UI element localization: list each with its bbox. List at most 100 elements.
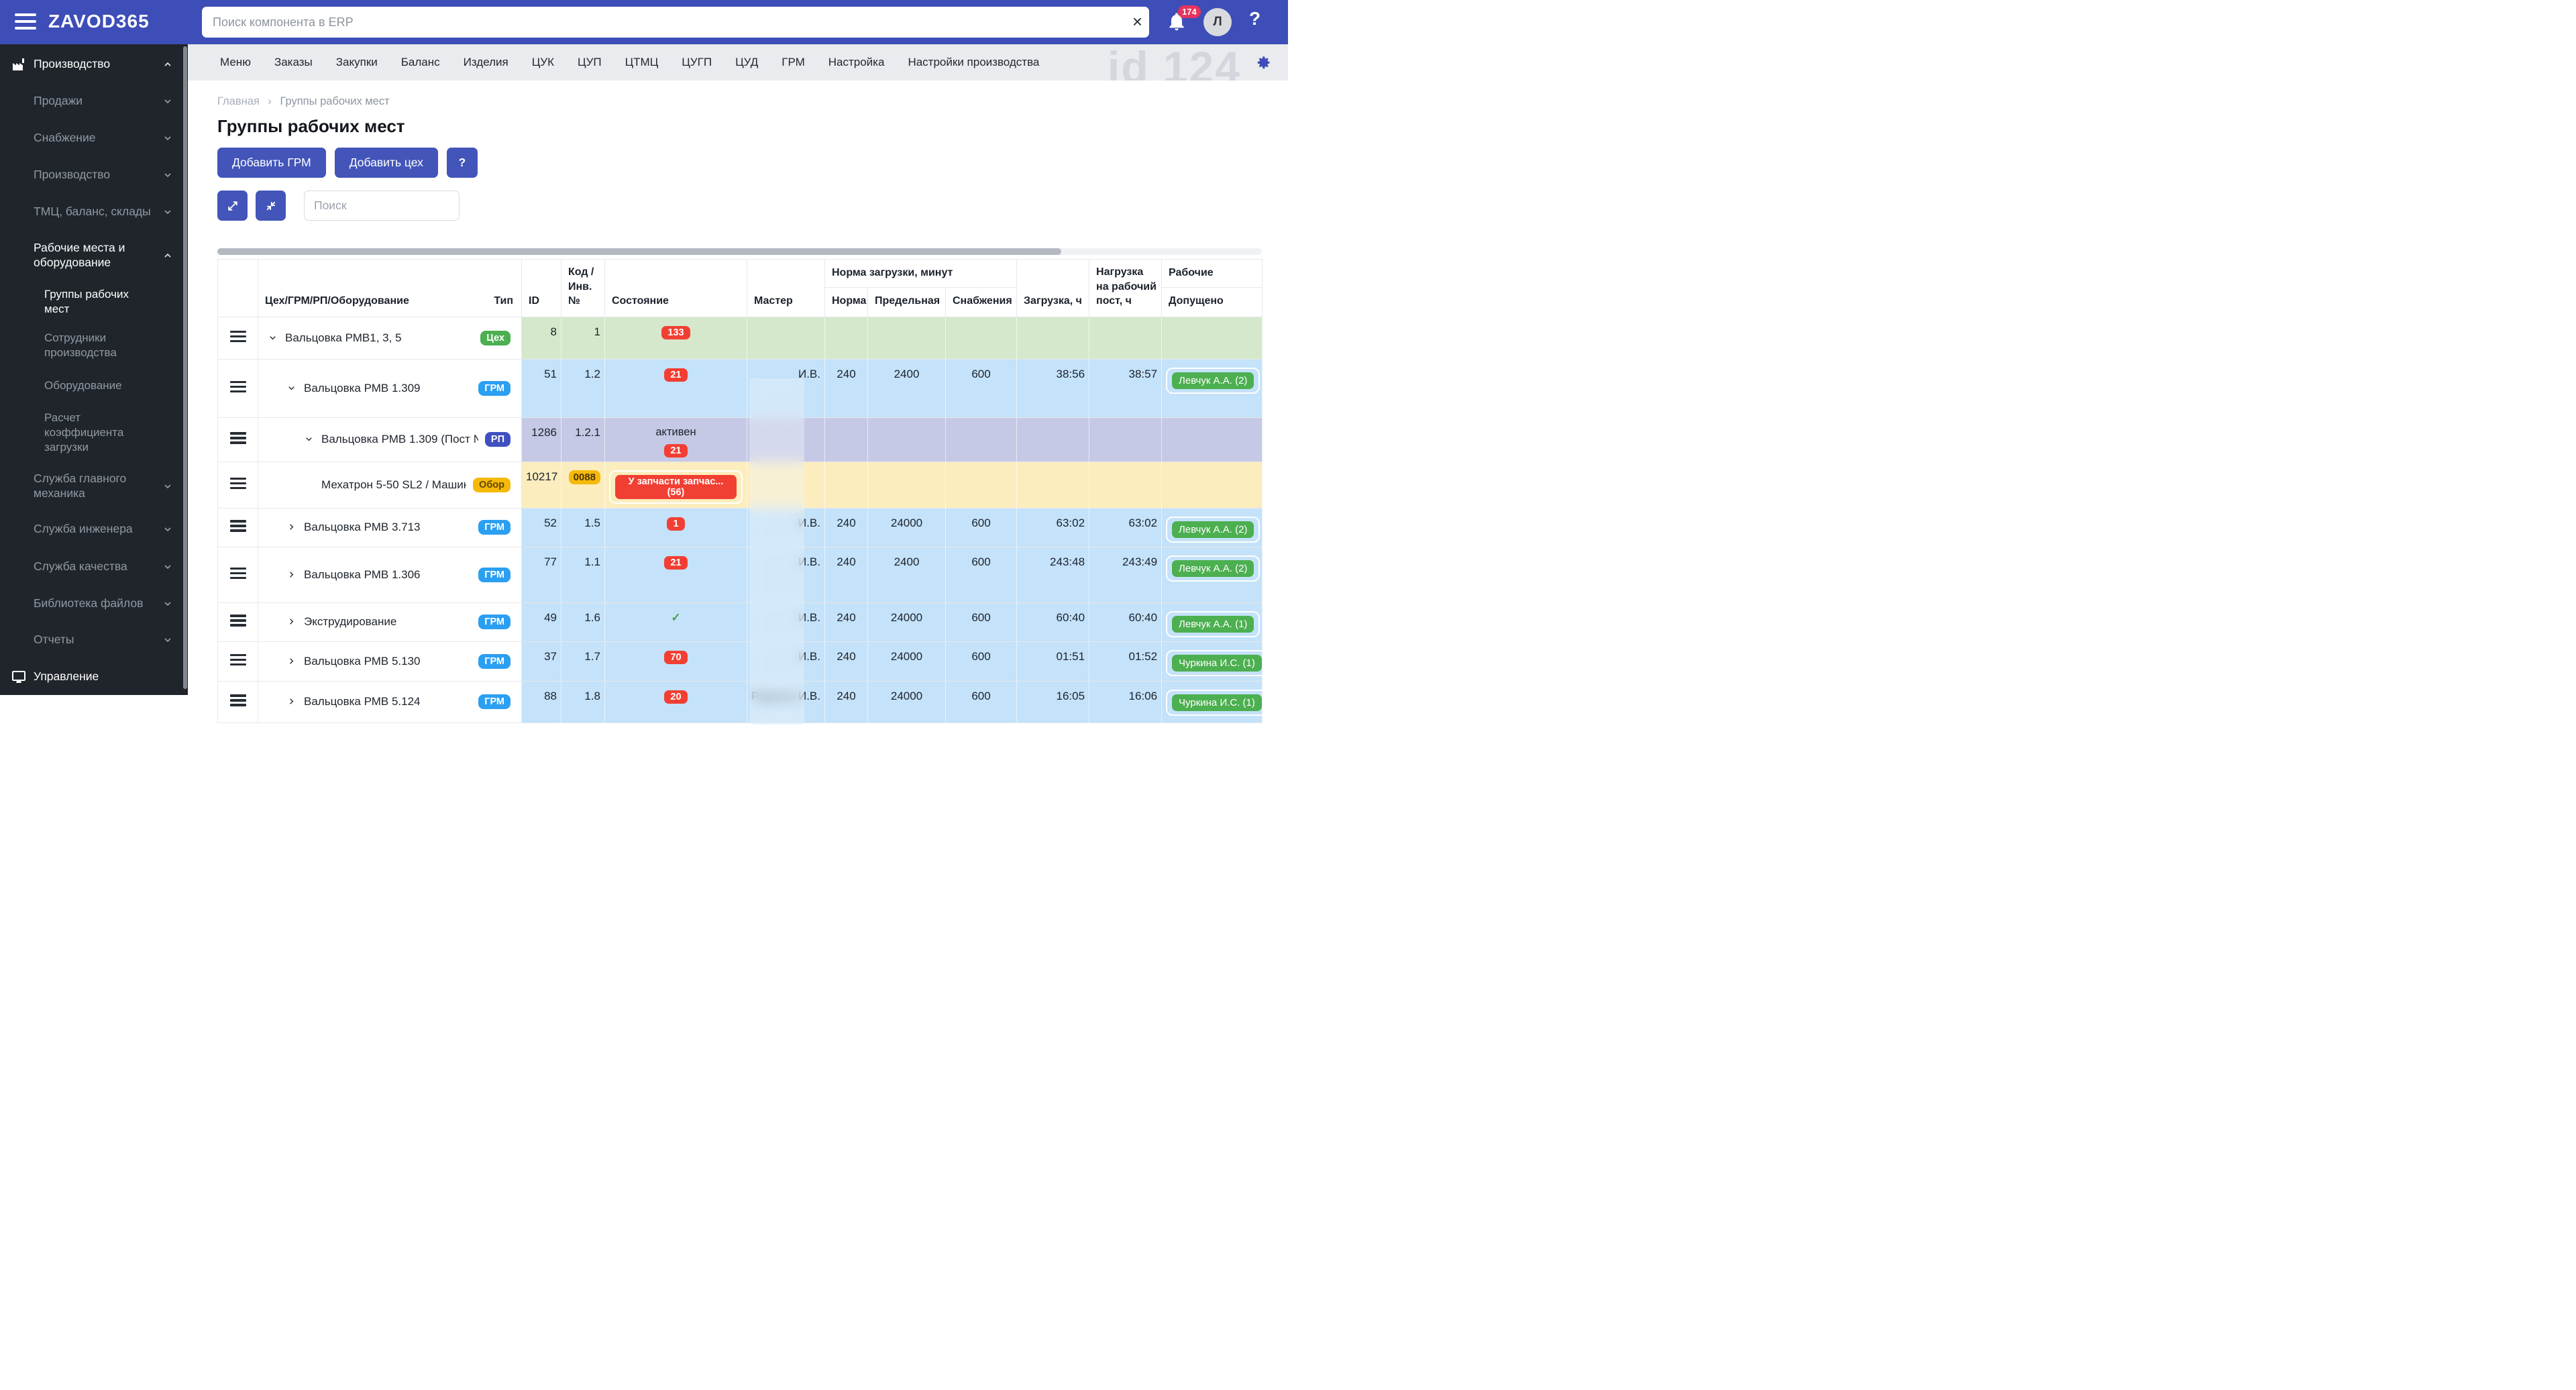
nav-item-grm[interactable]: ГРМ — [782, 56, 805, 68]
sidebar-item-proizvodstvo-root[interactable]: Производство — [0, 46, 188, 83]
sidebar-item-otchety[interactable]: Отчеты — [0, 622, 188, 658]
row-master: И.В. — [747, 507, 825, 547]
sidebar-item-proizvodstvo[interactable]: Производство — [0, 156, 188, 193]
sidebar-item-label: Служба инженера — [34, 522, 133, 536]
drag-handle-icon[interactable] — [229, 692, 246, 709]
nav-item-cuk[interactable]: ЦУК — [531, 56, 554, 68]
instance-watermark: id 124 — [1107, 44, 1241, 81]
chevron-down-icon — [162, 562, 173, 572]
col-header-handle — [217, 259, 258, 317]
row-limit: 2400 — [867, 546, 946, 603]
row-norm: 240 — [824, 680, 868, 723]
nav-item-menu[interactable]: Меню — [220, 56, 251, 68]
worker-badge: Чуркина И.С. (1) — [1172, 694, 1262, 711]
factory-icon — [11, 56, 27, 72]
nav-item-balans[interactable]: Баланс — [400, 56, 440, 68]
drag-handle-icon[interactable] — [229, 475, 246, 492]
chevron-down-icon[interactable] — [286, 383, 297, 394]
row-code: 1.5 — [561, 507, 605, 547]
row-norm: 240 — [824, 546, 868, 603]
chevron-right-icon[interactable] — [286, 617, 297, 627]
global-search-input[interactable] — [213, 7, 1112, 38]
help-button[interactable]: ? — [1249, 8, 1261, 29]
scrollbar-thumb[interactable] — [217, 248, 1061, 255]
sidebar-subitem-oborudovanie[interactable]: Оборудование — [0, 368, 188, 403]
nav-item-zakupki[interactable]: Закупки — [335, 56, 378, 68]
settings-gear-button[interactable] — [1253, 53, 1272, 72]
row-name: Мехатрон 5-50 SL2 / Машина ... — [321, 478, 466, 491]
drag-handle-icon[interactable] — [229, 565, 246, 582]
sidebar-item-tmc[interactable]: ТМЦ, баланс, склады — [0, 193, 188, 230]
drag-handle-icon[interactable] — [229, 430, 246, 447]
chevron-down-icon[interactable] — [304, 434, 315, 445]
row-load: 16:05 — [1016, 680, 1090, 723]
drag-handle-icon[interactable] — [229, 518, 246, 535]
nav-item-cugp[interactable]: ЦУГП — [682, 56, 712, 68]
row-name: Вальцовка РМВ 5.130 — [304, 654, 421, 667]
hamburger-menu-icon[interactable] — [15, 13, 36, 31]
search-clear-icon[interactable]: × — [1132, 11, 1142, 32]
row-workpost: 16:06 — [1089, 680, 1163, 723]
add-shop-button[interactable]: Добавить цех — [334, 148, 438, 178]
sidebar-subitem-label: Сотрудники производства — [44, 331, 117, 359]
worker-badge: Левчук А.А. (2) — [1172, 559, 1254, 577]
drag-handle-icon[interactable] — [229, 328, 246, 345]
row-name: Вальцовка РМВ 1.306 — [304, 568, 421, 581]
nav-item-cup[interactable]: ЦУП — [578, 56, 602, 68]
page-title: Группы рабочих мест — [217, 116, 405, 136]
drag-handle-icon[interactable] — [229, 378, 246, 395]
breadcrumb-current: Группы рабочих мест — [280, 95, 390, 107]
sidebar-item-sluzhba-inzhenera[interactable]: Служба инженера — [0, 511, 188, 548]
sidebar-subitem-gruppy-rabochih-mest[interactable]: Группы рабочих мест — [0, 281, 188, 323]
sidebar-item-label: Снабжение — [34, 130, 96, 144]
sidebar-item-biblioteka[interactable]: Библиотека файлов — [0, 586, 188, 622]
type-badge: Обор — [473, 477, 511, 492]
collapse-all-button[interactable] — [256, 191, 286, 221]
sidebar-item-upravlenie[interactable]: Управление — [0, 658, 188, 695]
chevron-right-icon[interactable] — [286, 696, 297, 707]
table-row: Вальцовка РМВ 1.309 (Пост №... РП 1286 1… — [217, 417, 1263, 462]
sidebar-subitem-raschet[interactable]: Расчет коэффициента загрузки — [0, 403, 188, 462]
user-avatar[interactable]: Л — [1203, 8, 1232, 36]
drag-handle-icon[interactable] — [229, 612, 246, 629]
nav-item-zakazy[interactable]: Заказы — [274, 56, 313, 68]
notifications-button[interactable]: 174 — [1166, 5, 1201, 34]
chevron-right-icon[interactable] — [286, 570, 297, 580]
row-id: 49 — [521, 602, 561, 642]
chevron-right-icon[interactable] — [286, 522, 297, 533]
row-name: Вальцовка РМВ 3.713 — [304, 521, 421, 534]
row-code: 1.7 — [561, 641, 605, 682]
sidebar-item-rabochie-mesta[interactable]: Рабочие места и оборудование — [0, 230, 188, 281]
col-header-state: Состояние — [604, 259, 747, 317]
sidebar-item-label: Производство — [34, 56, 111, 70]
type-badge: ГРМ — [478, 694, 511, 710]
chevron-right-icon[interactable] — [286, 656, 297, 667]
add-grm-button[interactable]: Добавить ГРМ — [217, 148, 326, 178]
worker-badge: Чуркина И.С. (1) — [1172, 654, 1262, 672]
row-master: И.В. — [747, 641, 825, 682]
col-header-code: Код / Инв. № — [561, 259, 605, 317]
chevron-down-icon[interactable] — [268, 333, 278, 343]
nav-item-cud[interactable]: ЦУД — [735, 56, 759, 68]
nav-item-nastroika[interactable]: Настройка — [828, 56, 885, 68]
nav-item-izdeliya[interactable]: Изделия — [463, 56, 508, 68]
expand-all-button[interactable] — [217, 191, 248, 221]
sidebar-item-label: Библиотека файлов — [34, 596, 144, 610]
table-help-button[interactable]: ? — [446, 148, 478, 178]
table-row: Экструдирование ГРМ 49 1.6 ✓ И.В. 240 24… — [217, 602, 1263, 642]
table-search-input[interactable] — [304, 191, 460, 221]
sidebar-item-sluzhba-kachestva[interactable]: Служба качества — [0, 548, 188, 586]
sidebar-item-sluzhba-mehanika[interactable]: Служба главного механика — [0, 462, 188, 511]
nav-item-nastroiki-proizvodstva[interactable]: Настройки производства — [908, 56, 1040, 68]
breadcrumb-home[interactable]: Главная — [217, 95, 260, 107]
drag-handle-icon[interactable] — [229, 651, 246, 668]
col-header-workpost: Нагрузка на рабочий пост, ч — [1089, 259, 1163, 317]
sidebar-item-prodazhi[interactable]: Продажи — [0, 83, 188, 119]
row-id: 37 — [521, 641, 561, 682]
sidebar-item-snabzhenie[interactable]: Снабжение — [0, 119, 188, 156]
sidebar-scrollbar[interactable] — [183, 46, 187, 689]
state-badge[interactable]: У запчасти запчас... (56) — [615, 474, 737, 499]
sidebar-item-label: Управление — [34, 669, 99, 683]
sidebar-subitem-sotrudniki[interactable]: Сотрудники производства — [0, 323, 188, 368]
nav-item-ctmc[interactable]: ЦТМЦ — [625, 56, 659, 68]
